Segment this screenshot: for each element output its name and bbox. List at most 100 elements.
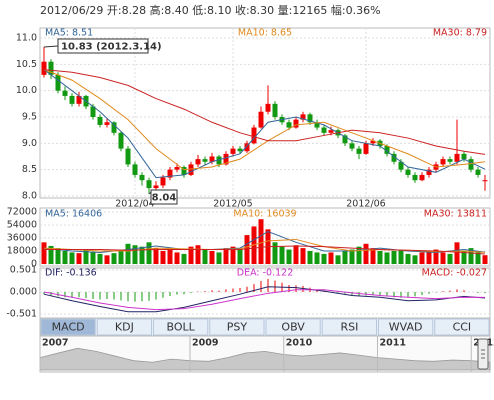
candle-body [167, 169, 173, 178]
tab[interactable] [265, 318, 321, 336]
volume-bar [412, 255, 418, 264]
y-tick-label: 8.5 [22, 164, 37, 175]
volume-bar [97, 253, 103, 264]
volume-bar [405, 253, 411, 264]
y-tick-label: 11.0 [16, 33, 37, 44]
candle-body [307, 114, 313, 123]
legend-entry: MA10: 16039 [233, 209, 296, 220]
candle-body [111, 122, 117, 133]
candle-body [314, 122, 320, 128]
volume-bar [118, 249, 124, 264]
tab-label[interactable]: PSY [227, 321, 248, 334]
volume-bar [321, 253, 327, 264]
candle-body [146, 180, 152, 189]
volume-bar [314, 252, 320, 264]
ma-line [43, 69, 486, 179]
volume-bar [328, 252, 334, 264]
volume-bar [356, 246, 362, 264]
volume-bar [349, 249, 355, 264]
annotation-leader [43, 45, 59, 48]
volume-bar [83, 249, 89, 264]
volume-bar [342, 251, 348, 264]
volume-bar [279, 246, 285, 264]
volume-bar [202, 249, 208, 264]
tab[interactable] [321, 318, 377, 336]
candle-body [202, 159, 208, 162]
tab-label[interactable]: WVAD [389, 321, 423, 334]
volume-bar [111, 253, 117, 264]
volume-bar [181, 253, 187, 264]
legend-entry: MA30: 13811 [424, 209, 487, 220]
tab[interactable] [209, 318, 265, 336]
candle-body [384, 145, 390, 154]
volume-bar [132, 245, 138, 264]
volume-bar [461, 251, 467, 264]
volume-bar [391, 251, 397, 264]
tab-label[interactable]: BOLL [166, 321, 195, 334]
volume-bar [76, 253, 82, 264]
tab-label[interactable]: KDJ [115, 321, 134, 334]
y-tick-label: 10.0 [16, 85, 37, 96]
volume-bar [167, 249, 173, 264]
volume-bar [363, 243, 369, 264]
volume-bar [174, 252, 180, 264]
legend-entry: MACD: -0.027 [422, 268, 487, 279]
x-tick-label: 2009 [192, 338, 218, 349]
legend-entry: MA5: 8.51 [45, 28, 93, 39]
candle-body [104, 122, 110, 125]
candle-body [97, 117, 103, 125]
volume-bar [433, 249, 439, 264]
candle-body [132, 164, 138, 175]
candle-body [447, 159, 453, 162]
tab[interactable] [40, 318, 96, 336]
candle-body [181, 167, 187, 175]
legend-entry: MA10: 8.65 [238, 28, 292, 39]
candle-body [62, 90, 68, 96]
candle-body [251, 127, 257, 144]
volume-bar [447, 253, 453, 264]
volume-bar [146, 242, 152, 264]
candle-body [419, 174, 425, 181]
annotation: 8.04 [152, 193, 177, 204]
volume-bar [244, 235, 250, 264]
tab[interactable] [378, 318, 434, 336]
candle-body [216, 156, 222, 165]
candle-body [223, 153, 229, 165]
annotation: 10.83 (2012.3.14) [61, 42, 162, 53]
tab[interactable] [153, 318, 209, 336]
tab[interactable] [96, 318, 152, 336]
legend-entry: DEA: -0.122 [237, 268, 294, 279]
range-handle[interactable] [477, 338, 489, 370]
volume-bar [125, 243, 131, 264]
candle-body [118, 132, 124, 149]
volume-bar [223, 248, 229, 264]
y-tick-label: 18000 [7, 246, 37, 257]
candle-body [370, 140, 376, 144]
candle-body [398, 161, 404, 170]
tab-label[interactable]: OBV [281, 321, 305, 334]
tab[interactable] [434, 318, 490, 336]
x-tick-label: 2012/06 [346, 199, 385, 210]
candle-body [454, 153, 460, 162]
ma-line [43, 69, 486, 155]
tab-label[interactable]: CCI [453, 321, 472, 334]
volume-bar [160, 251, 166, 264]
tab-label[interactable]: MACD [52, 321, 85, 334]
volume-bar [440, 252, 446, 264]
volume-bar [286, 249, 292, 264]
candle-body [174, 167, 180, 170]
x-tick-label: 2011 [380, 338, 406, 349]
candle-body [160, 177, 166, 186]
volume-bar [230, 246, 236, 264]
tab-label[interactable]: RSI [340, 321, 358, 334]
chart-layer: 11.0 10.5 10.0 9.5 9.0 8.5 8.0 2012/04 2012/05 20… [6, 28, 494, 372]
y-tick-label: 0.501 [10, 265, 37, 276]
volume-bar [153, 248, 159, 264]
candle-body [237, 148, 243, 152]
candle-body [363, 143, 369, 154]
volume-bar [454, 242, 460, 264]
y-tick-label: 10.5 [16, 59, 37, 70]
volume-bar [48, 245, 54, 264]
candle-body [125, 148, 131, 165]
y-tick-label: 9.0 [22, 138, 37, 149]
